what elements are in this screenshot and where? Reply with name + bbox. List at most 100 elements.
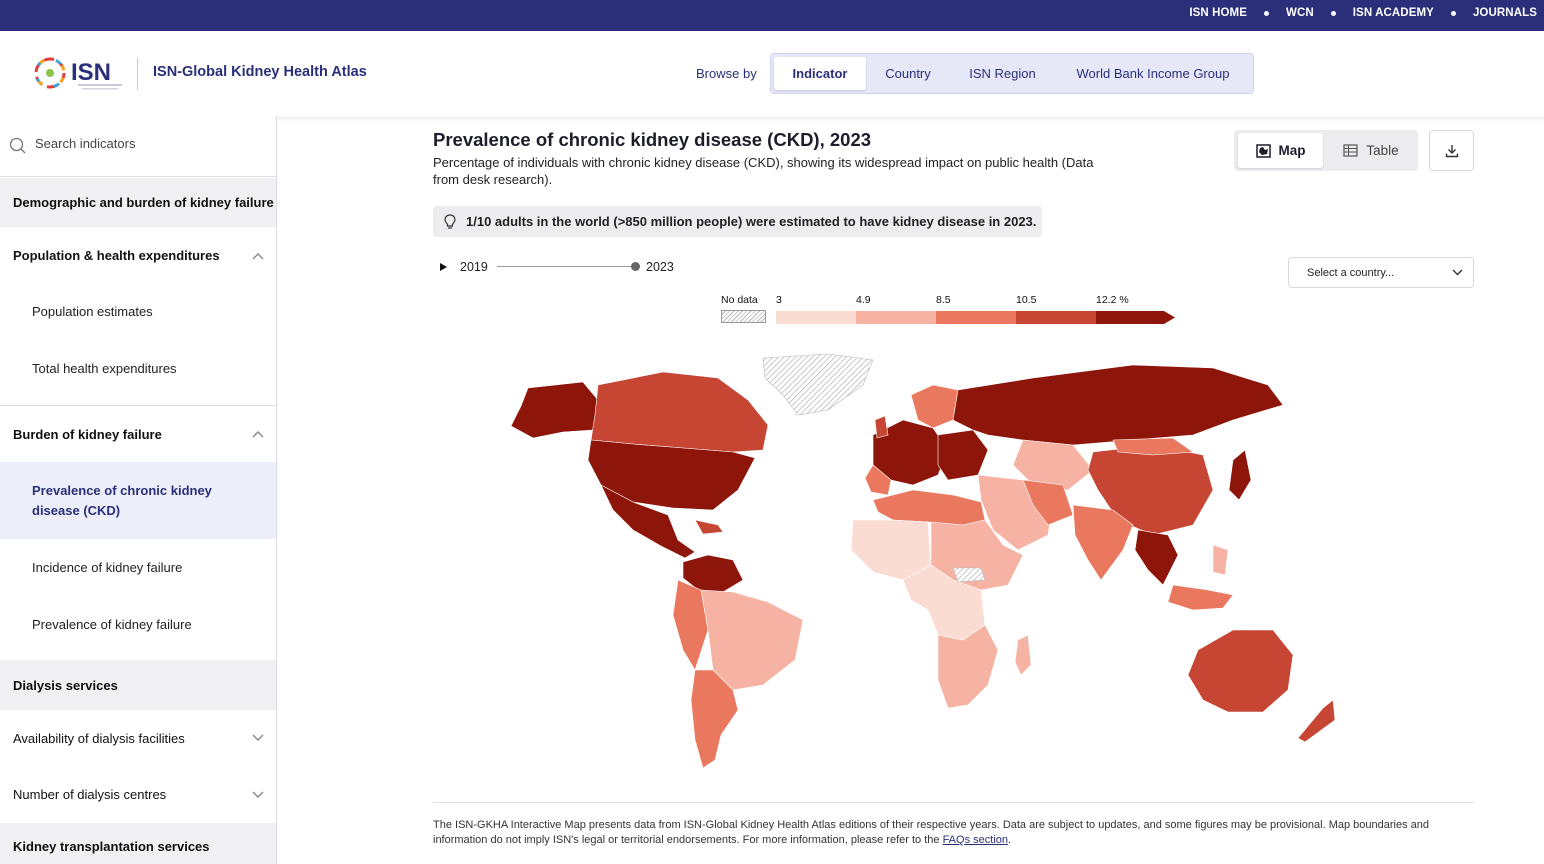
map-view-label: Map: [1278, 143, 1306, 158]
page-title: Prevalence of chronic kidney disease (CK…: [433, 129, 872, 150]
atlas-title[interactable]: ISN-Global Kidney Health Atlas: [153, 64, 367, 80]
search-icon: [9, 137, 26, 154]
sidebar-group-availability-dialysis[interactable]: Availability of dialysis facilities: [0, 710, 276, 766]
map-region-eastern-europe[interactable]: [937, 429, 989, 481]
footer-period: .: [1007, 834, 1012, 846]
sidebar-section-dialysis[interactable]: Dialysis services: [0, 660, 276, 710]
map-region-russia[interactable]: [952, 364, 1284, 446]
map-region-se-asia[interactable]: [1134, 529, 1179, 586]
timeline-end-year: 2023: [646, 260, 674, 274]
legend-arrow-icon: [1164, 311, 1175, 324]
sidebar-item-prevalence-ckd[interactable]: Prevalence of chronic kidney disease (CK…: [0, 462, 276, 539]
page-description: Percentage of individuals with chronic k…: [433, 155, 1094, 187]
sidebar-group-population[interactable]: Population & health expenditures: [0, 228, 276, 283]
map-region-uk[interactable]: [874, 415, 889, 439]
map-region-brazil[interactable]: [700, 589, 804, 691]
map-region-japan[interactable]: [1228, 449, 1252, 501]
sidebar-section-transplantation[interactable]: Kidney transplantation services: [0, 823, 276, 864]
logo-text: ISN: [71, 59, 111, 86]
map-region-southern-cone[interactable]: [690, 669, 739, 769]
choropleth-map[interactable]: [433, 340, 1475, 788]
map-region-new-zealand[interactable]: [1297, 699, 1336, 743]
item-label: Total health expenditures: [32, 361, 177, 376]
group-label: Population & health expenditures: [13, 248, 220, 263]
group-label: Availability of dialysis facilities: [13, 730, 185, 746]
download-button[interactable]: [1429, 130, 1474, 171]
link-isn-home[interactable]: ISN HOME: [1189, 7, 1247, 19]
legend-break: 12.2 %: [1096, 294, 1129, 306]
tab-world-bank-income-group[interactable]: World Bank Income Group: [1076, 66, 1230, 81]
faqs-link[interactable]: FAQs section: [942, 834, 1008, 846]
map-region-philippines[interactable]: [1212, 544, 1229, 576]
section-label: Kidney transplantation services: [13, 838, 210, 854]
map-legend: No data 3 4.9 8.5 10.5 12.2 %: [721, 294, 1191, 326]
map-region-canada[interactable]: [590, 371, 769, 453]
map-region-madagascar[interactable]: [1014, 634, 1032, 676]
map-region-india[interactable]: [1072, 504, 1134, 581]
sidebar-group-burden[interactable]: Burden of kidney failure: [0, 406, 276, 462]
map-region-mongolia[interactable]: [1112, 437, 1194, 456]
map-view-button[interactable]: Map: [1238, 133, 1323, 168]
link-isn-academy[interactable]: ISN ACADEMY: [1352, 7, 1434, 19]
tab-isn-region[interactable]: ISN Region: [969, 66, 1036, 81]
item-label: Prevalence of kidney failure: [32, 617, 192, 632]
sidebar-group-number-dialysis-centres[interactable]: Number of dialysis centres: [0, 766, 276, 823]
isn-logo[interactable]: ISN: [34, 53, 126, 95]
footer-divider: [433, 802, 1474, 803]
map-region-iberia[interactable]: [864, 464, 892, 496]
link-wcn[interactable]: WCN: [1285, 7, 1314, 19]
search-input[interactable]: [35, 136, 265, 151]
map-region-mexico[interactable]: [600, 484, 696, 559]
map-icon: [1255, 143, 1271, 158]
sidebar-divider: [0, 405, 276, 406]
map-region-central-asia[interactable]: [1012, 439, 1094, 491]
legend-break: 3: [776, 294, 782, 306]
country-select[interactable]: Select a country...: [1288, 257, 1474, 288]
map-region-horn-nodata[interactable]: [952, 567, 986, 583]
download-icon: [1445, 144, 1458, 157]
map-region-iran[interactable]: [1022, 479, 1074, 526]
year-slider-track[interactable]: [497, 266, 634, 267]
separator-dot: [1330, 10, 1336, 16]
group-label: Burden of kidney failure: [13, 426, 162, 442]
timeline-start-year: 2019: [460, 260, 488, 274]
map-region-australia[interactable]: [1187, 629, 1294, 713]
sidebar-item-incidence-kidney-failure[interactable]: Incidence of kidney failure: [0, 539, 276, 596]
top-links: ISN HOME WCN ISN ACADEMY JOURNALS: [1189, 0, 1537, 26]
map-region-west-africa[interactable]: [850, 519, 932, 581]
section-label: Demographic and burden of kidney failure: [13, 195, 274, 210]
legend-bin-4: [1016, 311, 1096, 324]
table-view-button[interactable]: Table: [1328, 133, 1414, 168]
link-journals[interactable]: JOURNALS: [1472, 7, 1537, 19]
tab-indicator[interactable]: Indicator: [774, 57, 866, 90]
table-icon: [1343, 144, 1358, 157]
map-region-usa[interactable]: [587, 439, 756, 511]
map-region-south-america-north[interactable]: [682, 554, 744, 593]
chevron-up-icon: [252, 252, 264, 259]
legend-no-data-label: No data: [721, 294, 758, 306]
sidebar-item-total-health-expenditures[interactable]: Total health expenditures: [0, 340, 276, 397]
sidebar-item-population-estimates[interactable]: Population estimates: [0, 283, 276, 340]
country-select-value: Select a country...: [1307, 266, 1395, 279]
map-region-scandinavia[interactable]: [910, 384, 959, 429]
chevron-down-icon: [252, 791, 264, 798]
year-slider-handle[interactable]: [631, 262, 640, 271]
search-bar: [0, 117, 276, 177]
item-label: Prevalence of chronic kidney disease (CK…: [32, 482, 212, 518]
map-region-greenland[interactable]: [762, 353, 874, 416]
footer-note: The ISN-GKHA Interactive Map presents da…: [433, 818, 1433, 848]
site-header: ISN ISN-Global Kidney Health Atlas Brows…: [0, 31, 1544, 117]
lightbulb-icon: [444, 214, 456, 229]
sidebar-item-prevalence-kidney-failure[interactable]: Prevalence of kidney failure: [0, 596, 276, 653]
map-region-indonesia[interactable]: [1167, 584, 1234, 611]
fact-text: 1/10 adults in the world (>850 million p…: [466, 214, 1037, 229]
play-icon[interactable]: [439, 262, 448, 272]
item-label: Incidence of kidney failure: [32, 560, 183, 575]
map-region-alaska[interactable]: [510, 381, 599, 439]
sidebar-section-demographic[interactable]: Demographic and burden of kidney failure: [0, 178, 276, 227]
group-label: Number of dialysis centres: [13, 787, 167, 802]
map-region-caribbean[interactable]: [694, 519, 724, 535]
map-region-southern-africa[interactable]: [937, 624, 999, 709]
tab-country[interactable]: Country: [885, 66, 931, 81]
table-view-label: Table: [1366, 143, 1399, 158]
